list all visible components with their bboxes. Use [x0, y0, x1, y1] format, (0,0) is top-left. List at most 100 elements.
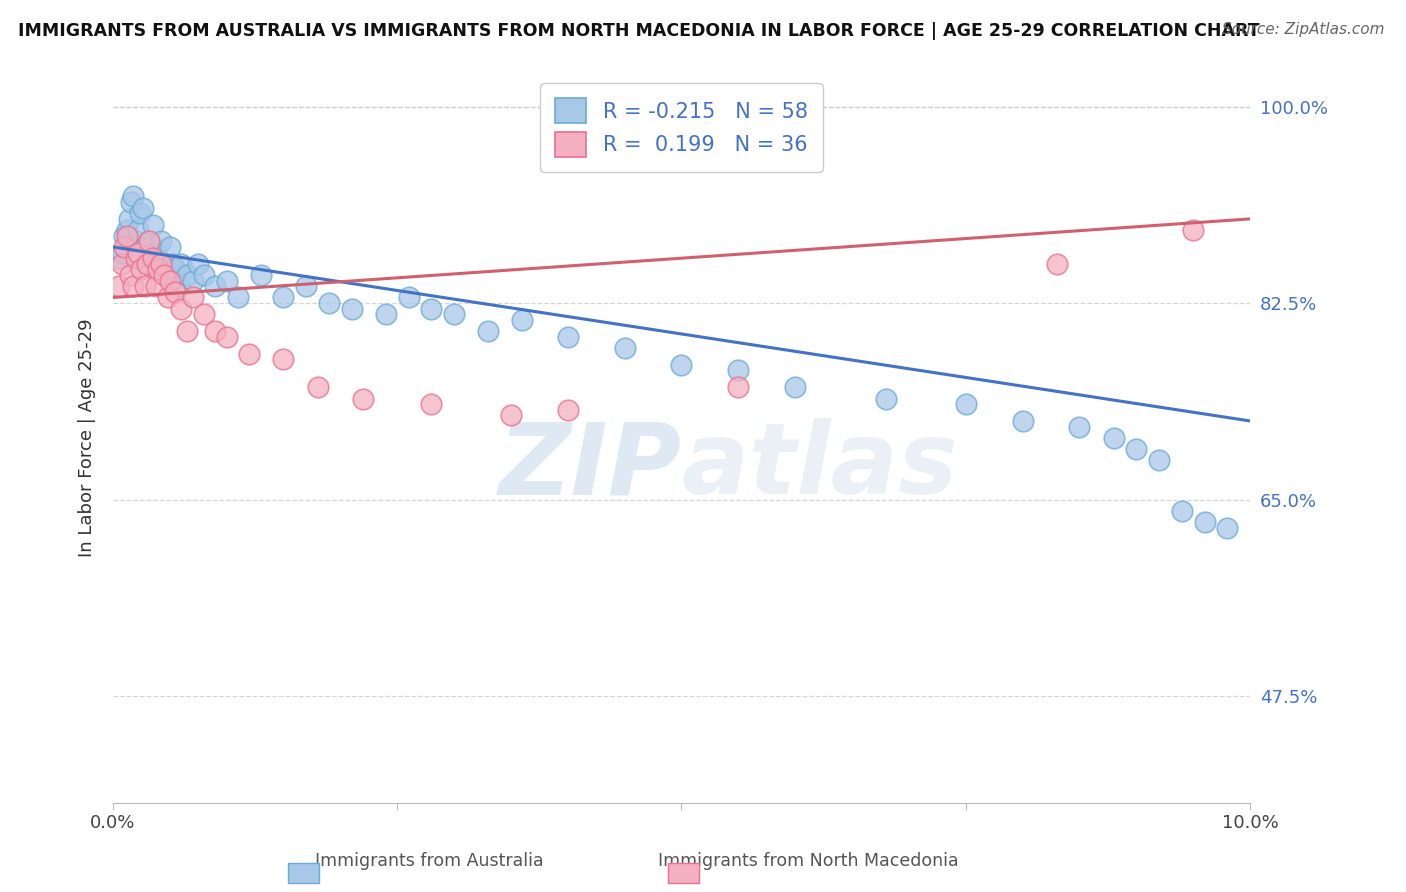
Point	[510, 313, 533, 327]
Legend: R = -0.215   N = 58, R =  0.199   N = 36: R = -0.215 N = 58, R = 0.199 N = 36	[540, 83, 823, 172]
Text: Source: ZipAtlas.com: Source: ZipAtlas.com	[1222, 22, 1385, 37]
Point	[1125, 442, 1147, 456]
Point	[111, 257, 134, 271]
Point	[134, 240, 156, 254]
Point	[187, 257, 209, 271]
Point	[142, 218, 165, 232]
Point	[124, 251, 146, 265]
Point	[148, 251, 170, 265]
Point	[193, 307, 215, 321]
Point	[159, 240, 181, 254]
Point	[120, 195, 142, 210]
Point	[111, 245, 134, 260]
Point	[142, 251, 165, 265]
Point	[204, 279, 226, 293]
Point	[145, 279, 167, 293]
Point	[273, 352, 295, 367]
Point	[249, 268, 271, 282]
Point	[352, 392, 374, 406]
Point	[138, 235, 160, 249]
Point	[398, 290, 420, 304]
Point	[1171, 504, 1194, 518]
Point	[112, 240, 135, 254]
Point	[122, 189, 145, 203]
Point	[727, 380, 749, 394]
Point	[238, 346, 260, 360]
Point	[181, 290, 204, 304]
Point	[136, 257, 159, 271]
Point	[160, 257, 183, 271]
Point	[193, 268, 215, 282]
Point	[159, 274, 181, 288]
Point	[138, 235, 160, 249]
Point	[153, 268, 176, 282]
Point	[136, 257, 159, 271]
Point	[170, 301, 193, 316]
Point	[215, 330, 238, 344]
Point	[118, 268, 141, 282]
Point	[1182, 223, 1205, 237]
Point	[129, 206, 152, 220]
Text: ZIP: ZIP	[499, 418, 682, 516]
Point	[215, 274, 238, 288]
Point	[875, 392, 897, 406]
Point	[318, 296, 340, 310]
Point	[165, 285, 187, 299]
Point	[1046, 257, 1069, 271]
Point	[785, 380, 807, 394]
Point	[1194, 515, 1216, 529]
Point	[307, 380, 329, 394]
Point	[124, 235, 146, 249]
Text: IMMIGRANTS FROM AUSTRALIA VS IMMIGRANTS FROM NORTH MACEDONIA IN LABOR FORCE | AG: IMMIGRANTS FROM AUSTRALIA VS IMMIGRANTS …	[18, 22, 1260, 40]
Point	[1102, 431, 1125, 445]
Point	[226, 290, 249, 304]
Point	[477, 324, 499, 338]
Point	[134, 279, 156, 293]
Point	[176, 268, 198, 282]
Point	[112, 228, 135, 243]
Point	[443, 307, 465, 321]
Point	[499, 409, 522, 423]
Point	[727, 363, 749, 377]
Point	[127, 245, 149, 260]
Point	[557, 330, 579, 344]
Point	[115, 223, 138, 237]
Y-axis label: In Labor Force | Age 25-29: In Labor Force | Age 25-29	[79, 318, 96, 558]
Point	[148, 262, 170, 277]
Point	[107, 279, 129, 293]
Point	[955, 397, 977, 411]
Point	[613, 341, 636, 355]
Point	[118, 211, 141, 226]
Point	[1216, 520, 1239, 534]
Point	[374, 307, 396, 321]
Point	[156, 290, 179, 304]
Point	[671, 358, 693, 372]
Point	[176, 324, 198, 338]
Point	[1147, 453, 1170, 467]
Point	[340, 301, 363, 316]
Point	[115, 228, 138, 243]
Point	[153, 257, 176, 271]
Point	[1011, 414, 1033, 428]
Text: Immigrants from Australia: Immigrants from Australia	[315, 852, 543, 870]
Point	[181, 274, 204, 288]
Point	[131, 201, 153, 215]
Point	[145, 245, 167, 260]
Point	[127, 223, 149, 237]
Point	[557, 402, 579, 417]
Text: atlas: atlas	[682, 418, 957, 516]
Point	[131, 262, 153, 277]
Text: Immigrants from North Macedonia: Immigrants from North Macedonia	[658, 852, 959, 870]
Point	[204, 324, 226, 338]
Point	[107, 251, 129, 265]
Point	[165, 262, 187, 277]
Point	[156, 268, 179, 282]
Point	[167, 279, 190, 293]
Point	[295, 279, 318, 293]
Point	[149, 235, 172, 249]
Point	[420, 397, 443, 411]
Point	[170, 257, 193, 271]
Point	[420, 301, 443, 316]
Point	[149, 257, 172, 271]
Point	[1069, 419, 1091, 434]
